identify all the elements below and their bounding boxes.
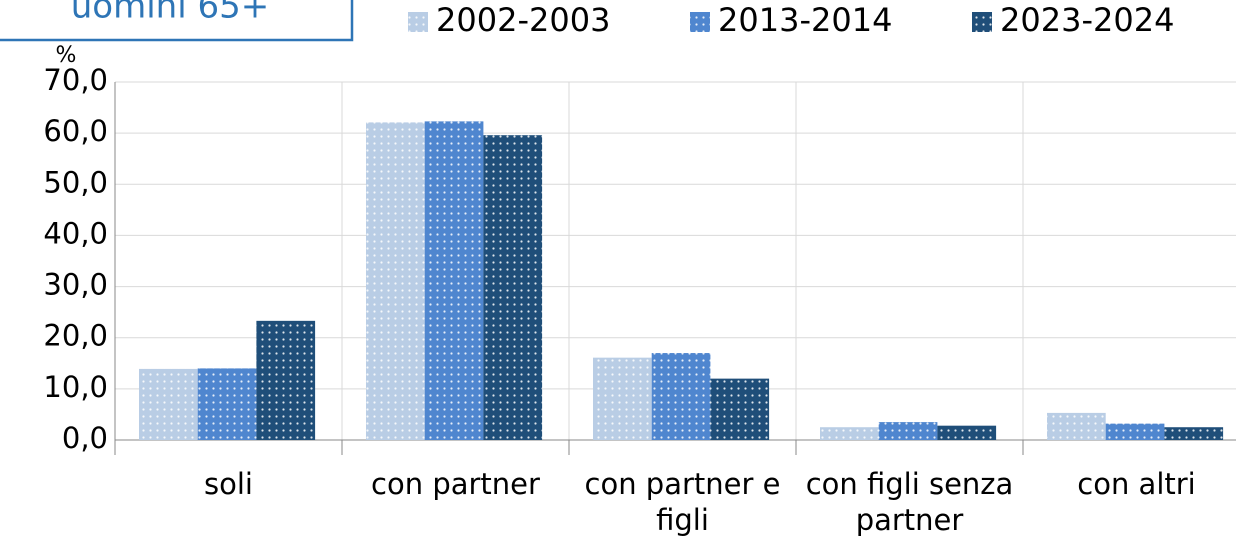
x-tick-label: con figli senza partner — [805, 467, 1014, 537]
bar — [651, 353, 711, 440]
x-tick-label: soli — [204, 467, 253, 501]
bar — [139, 368, 198, 440]
title-box — [0, 0, 354, 42]
legend-swatch — [690, 12, 710, 32]
x-tick-label: con altri — [1077, 467, 1196, 501]
legend-swatch — [408, 12, 428, 32]
bar — [593, 357, 652, 440]
y-tick-label: 10,0 — [43, 370, 108, 404]
x-tick-label: con partner — [371, 467, 540, 501]
y-tick-label: 30,0 — [43, 268, 108, 302]
bar — [710, 378, 770, 440]
y-tick-label: 0,0 — [62, 421, 108, 455]
bar — [424, 121, 484, 440]
bar — [197, 368, 257, 440]
legend-swatch — [972, 12, 992, 32]
legend-label: 2013-2014 — [718, 1, 892, 39]
y-tick-label: 60,0 — [43, 114, 108, 148]
y-tick-label: 20,0 — [43, 319, 108, 353]
y-axis-label: % — [56, 43, 77, 68]
bar — [937, 425, 997, 440]
bar — [1047, 412, 1106, 440]
y-tick-label: 50,0 — [43, 165, 108, 199]
y-tick-label: 40,0 — [43, 216, 108, 250]
x-tick-label: con partner e figli — [584, 467, 781, 537]
legend-label: 2002-2003 — [436, 1, 610, 39]
bar — [483, 135, 543, 440]
legend-label: 2023-2024 — [1000, 1, 1174, 39]
bar — [820, 427, 879, 440]
bar — [1164, 427, 1224, 440]
bar — [256, 320, 316, 440]
chart-title: uomini 65+ — [71, 0, 269, 27]
y-tick-label: 70,0 — [43, 63, 108, 97]
bar — [878, 422, 938, 440]
bar — [1105, 423, 1165, 440]
bar — [366, 122, 425, 440]
